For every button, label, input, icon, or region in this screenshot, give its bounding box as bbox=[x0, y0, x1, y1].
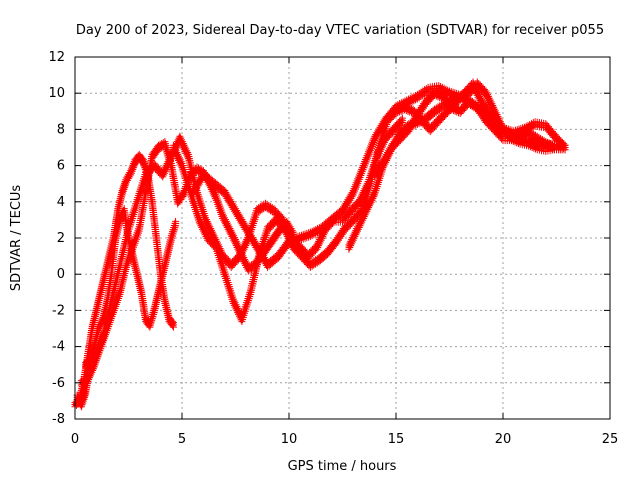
data-point bbox=[156, 145, 164, 153]
data-point bbox=[122, 180, 130, 188]
data-point bbox=[168, 322, 176, 330]
data-point bbox=[118, 214, 126, 222]
data-point bbox=[78, 401, 86, 409]
data-point bbox=[80, 395, 88, 403]
data-point bbox=[129, 164, 137, 172]
data-point bbox=[116, 218, 124, 226]
data-point bbox=[154, 146, 162, 154]
data-point bbox=[81, 379, 89, 387]
data-point bbox=[127, 169, 135, 177]
data-point bbox=[84, 377, 92, 385]
data-point bbox=[81, 392, 89, 400]
data-point bbox=[125, 175, 132, 183]
data-point bbox=[85, 376, 93, 384]
data-point bbox=[80, 394, 88, 402]
data-point bbox=[121, 182, 129, 190]
data-points bbox=[71, 78, 569, 411]
data-point bbox=[172, 222, 180, 230]
data-point bbox=[128, 167, 136, 175]
data-point bbox=[169, 323, 177, 331]
data-point bbox=[89, 365, 97, 373]
data-point bbox=[123, 176, 131, 184]
data-point bbox=[88, 368, 96, 376]
data-point bbox=[120, 186, 128, 194]
data-point bbox=[119, 187, 127, 195]
data-point bbox=[127, 171, 135, 179]
data-point bbox=[86, 372, 94, 380]
data-point bbox=[129, 166, 137, 174]
data-point bbox=[119, 189, 127, 197]
data-point bbox=[117, 216, 125, 224]
data-point bbox=[79, 397, 87, 405]
data-point bbox=[87, 370, 95, 378]
data-point bbox=[121, 184, 129, 192]
data-point bbox=[126, 173, 134, 181]
data-point bbox=[130, 162, 138, 170]
data-point bbox=[77, 403, 85, 411]
data-point bbox=[79, 399, 87, 407]
data-point bbox=[85, 374, 93, 382]
data-point bbox=[122, 178, 130, 186]
data-point bbox=[98, 319, 106, 327]
data-point bbox=[89, 367, 97, 375]
data-point bbox=[79, 380, 87, 388]
data-point bbox=[118, 191, 126, 199]
data-point bbox=[77, 381, 85, 389]
